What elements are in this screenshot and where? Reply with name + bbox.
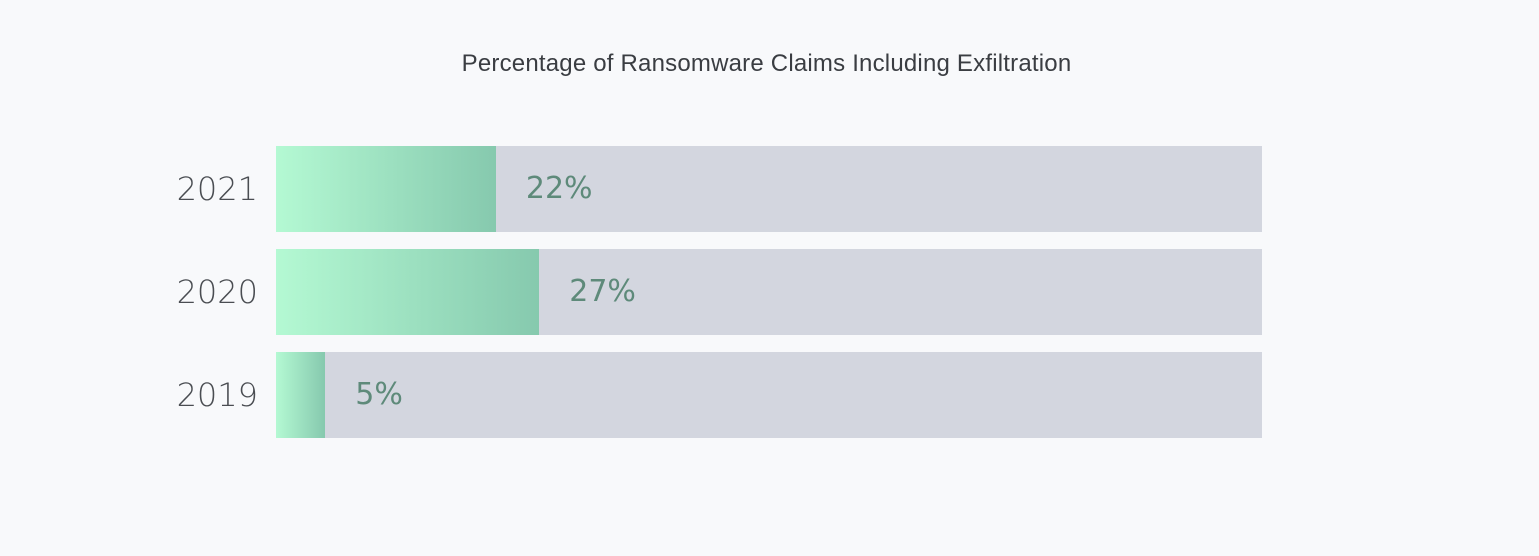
bar-row: 2020 27% — [0, 249, 1300, 335]
chart-title: Percentage of Ransomware Claims Includin… — [461, 50, 1072, 77]
bar-fill — [276, 352, 326, 438]
bar-row: 2021 22% — [0, 146, 1300, 232]
value-label: 22% — [525, 171, 593, 206]
bar-track: 22% — [276, 146, 1262, 232]
bar-row: 2019 5% — [0, 352, 1300, 438]
year-label: 2021 — [176, 170, 258, 208]
year-label: 2019 — [176, 376, 258, 414]
bar-track: 27% — [276, 249, 1262, 335]
value-label: 5% — [355, 377, 403, 412]
bar-track: 5% — [276, 352, 1262, 438]
bar-fill — [276, 146, 496, 232]
bar-fill — [276, 249, 540, 335]
value-label: 27% — [569, 274, 636, 309]
year-label: 2020 — [176, 273, 258, 311]
